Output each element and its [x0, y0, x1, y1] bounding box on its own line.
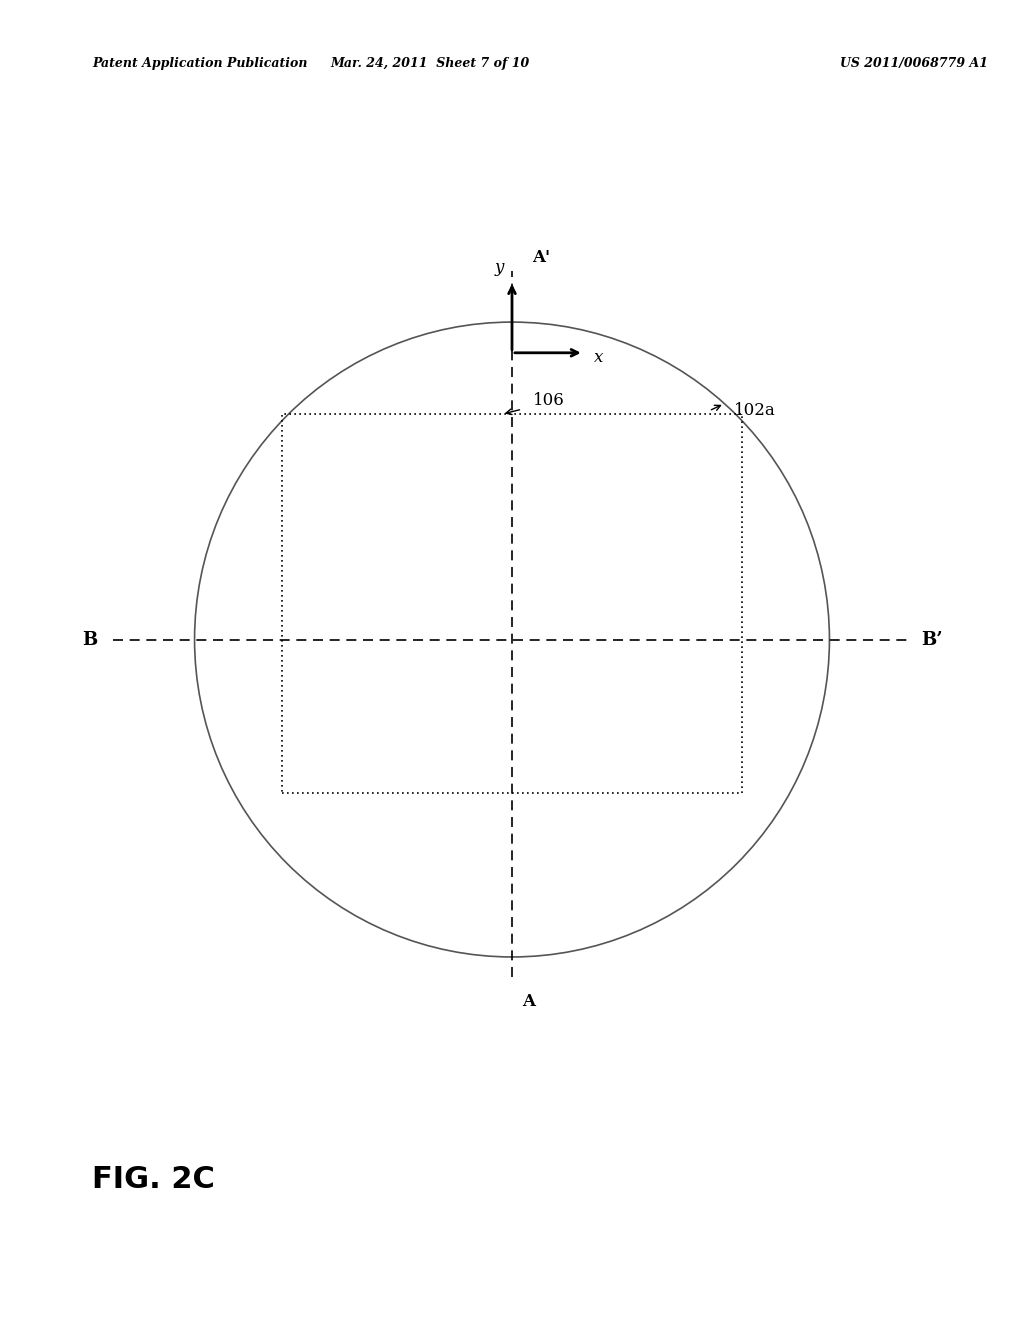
Text: FIG. 2C: FIG. 2C	[92, 1166, 215, 1195]
Text: 102a: 102a	[734, 403, 776, 420]
Text: B’: B’	[922, 631, 943, 648]
Text: x: x	[594, 350, 603, 367]
Text: A: A	[522, 993, 536, 1010]
Text: B: B	[82, 631, 97, 648]
Text: Patent Application Publication: Patent Application Publication	[92, 57, 307, 70]
Text: US 2011/0068779 A1: US 2011/0068779 A1	[840, 57, 988, 70]
Text: A': A'	[532, 248, 551, 265]
Text: Mar. 24, 2011  Sheet 7 of 10: Mar. 24, 2011 Sheet 7 of 10	[331, 57, 529, 70]
Text: y: y	[495, 259, 505, 276]
Text: 106: 106	[532, 392, 564, 409]
